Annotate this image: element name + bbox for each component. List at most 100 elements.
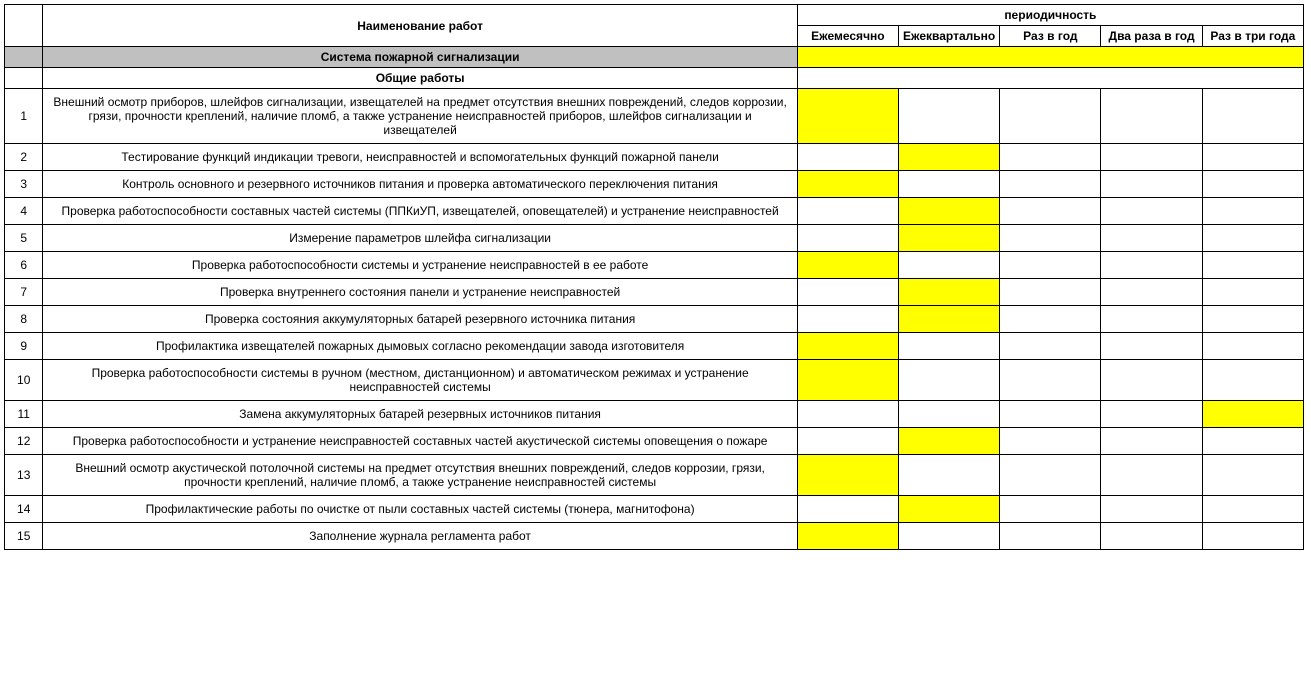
section-general-band (797, 68, 1303, 89)
period-cell (1202, 89, 1303, 144)
period-cell (1000, 225, 1101, 252)
period-cell (1202, 523, 1303, 550)
section-general-num-empty (5, 68, 43, 89)
row-name: Заполнение журнала регламента работ (43, 523, 797, 550)
table-body: Система пожарной сигнализации Общие рабо… (5, 47, 1304, 550)
period-cell (898, 496, 999, 523)
row-num: 1 (5, 89, 43, 144)
period-cell (797, 144, 898, 171)
period-cell (898, 279, 999, 306)
period-cell (898, 401, 999, 428)
period-cell (797, 279, 898, 306)
period-cell (797, 496, 898, 523)
period-cell (898, 428, 999, 455)
period-cell (1202, 428, 1303, 455)
period-cell (797, 333, 898, 360)
period-cell (898, 333, 999, 360)
period-cell (1000, 333, 1101, 360)
period-cell (898, 198, 999, 225)
period-cell (1202, 333, 1303, 360)
period-cell (797, 225, 898, 252)
period-cell (1202, 279, 1303, 306)
row-name: Проверка работоспособности составных час… (43, 198, 797, 225)
period-col-2: Раз в год (1000, 26, 1101, 47)
table-row: 1Внешний осмотр приборов, шлейфов сигнал… (5, 89, 1304, 144)
row-num: 5 (5, 225, 43, 252)
period-cell (1202, 171, 1303, 198)
period-cell (797, 171, 898, 198)
period-col-1: Ежеквартально (898, 26, 999, 47)
period-col-0: Ежемесячно (797, 26, 898, 47)
period-cell (898, 523, 999, 550)
period-cell (1202, 198, 1303, 225)
period-cell (1000, 252, 1101, 279)
table-row: 15Заполнение журнала регламента работ (5, 523, 1304, 550)
row-name: Проверка работоспособности системы и уст… (43, 252, 797, 279)
table-row: 6Проверка работоспособности системы и ус… (5, 252, 1304, 279)
period-cell (1101, 333, 1202, 360)
table-row: 4Проверка работоспособности составных ча… (5, 198, 1304, 225)
row-name: Измерение параметров шлейфа сигнализации (43, 225, 797, 252)
period-cell (1101, 279, 1202, 306)
row-name: Контроль основного и резервного источник… (43, 171, 797, 198)
row-num: 9 (5, 333, 43, 360)
period-cell (1000, 144, 1101, 171)
period-cell (1202, 144, 1303, 171)
row-name: Проверка внутреннего состояния панели и … (43, 279, 797, 306)
period-cell (1101, 496, 1202, 523)
period-cell (1000, 428, 1101, 455)
table-row: 5Измерение параметров шлейфа сигнализаци… (5, 225, 1304, 252)
section-general-works-label: Общие работы (43, 68, 797, 89)
period-cell (898, 455, 999, 496)
period-cell (797, 198, 898, 225)
period-cell (898, 144, 999, 171)
period-cell (898, 306, 999, 333)
period-cell (797, 252, 898, 279)
period-cell (1101, 225, 1202, 252)
period-cell (1000, 306, 1101, 333)
period-cell (1101, 360, 1202, 401)
period-cell (797, 428, 898, 455)
period-col-4: Раз в три года (1202, 26, 1303, 47)
table-row: 11Замена аккумуляторных батарей резервны… (5, 401, 1304, 428)
period-cell (1000, 401, 1101, 428)
row-name: Проверка состояния аккумуляторных батаре… (43, 306, 797, 333)
period-cell (797, 401, 898, 428)
period-cell (898, 252, 999, 279)
period-cell (1101, 89, 1202, 144)
period-cell (797, 523, 898, 550)
row-num: 2 (5, 144, 43, 171)
period-cell (797, 89, 898, 144)
period-cell (898, 225, 999, 252)
period-cell (1101, 523, 1202, 550)
row-num: 11 (5, 401, 43, 428)
table-row: 7Проверка внутреннего состояния панели и… (5, 279, 1304, 306)
period-cell (1000, 89, 1101, 144)
period-cell (1101, 401, 1202, 428)
row-name: Проверка работоспособности и устранение … (43, 428, 797, 455)
table-row: 9Профилактика извещателей пожарных дымов… (5, 333, 1304, 360)
section-num-empty (5, 47, 43, 68)
row-num: 12 (5, 428, 43, 455)
period-col-3: Два раза в год (1101, 26, 1202, 47)
row-name: Внешний осмотр акустической потолочной с… (43, 455, 797, 496)
period-cell (1202, 496, 1303, 523)
period-cell (1202, 252, 1303, 279)
header-periodicity: периодичность (797, 5, 1303, 26)
period-cell (797, 360, 898, 401)
period-cell (898, 171, 999, 198)
header-row-1: Наименование работ периодичность (5, 5, 1304, 26)
section-fire-alarm-label: Система пожарной сигнализации (43, 47, 797, 68)
row-name: Замена аккумуляторных батарей резервных … (43, 401, 797, 428)
row-num: 6 (5, 252, 43, 279)
row-name: Профилактические работы по очистке от пы… (43, 496, 797, 523)
table-row: 2Тестирование функций индикации тревоги,… (5, 144, 1304, 171)
row-num: 14 (5, 496, 43, 523)
row-name: Проверка работоспособности системы в руч… (43, 360, 797, 401)
period-cell (797, 306, 898, 333)
period-cell (1202, 401, 1303, 428)
period-cell (898, 89, 999, 144)
period-cell (898, 360, 999, 401)
period-cell (1101, 198, 1202, 225)
table-row: 8Проверка состояния аккумуляторных батар… (5, 306, 1304, 333)
